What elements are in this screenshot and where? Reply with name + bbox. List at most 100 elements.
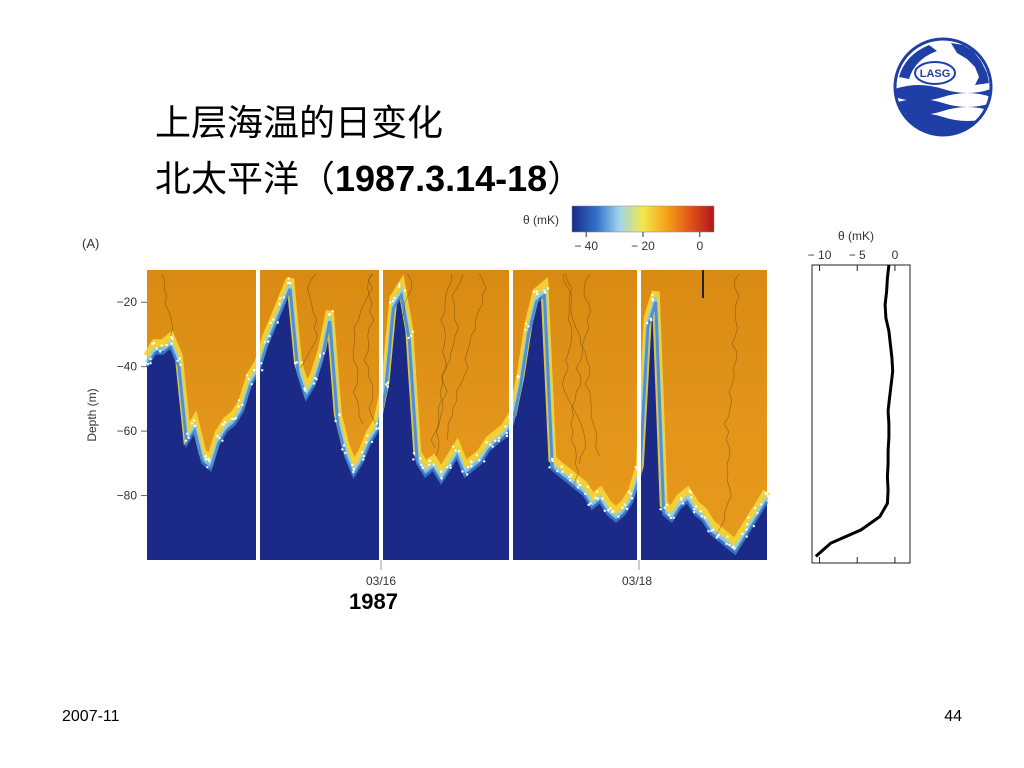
observation-point: [693, 508, 696, 511]
observation-point: [393, 296, 396, 300]
observation-point: [699, 510, 702, 513]
observation-point: [370, 440, 374, 444]
observation-point: [449, 466, 452, 469]
y-tick-label: −20: [117, 295, 138, 309]
observation-point: [544, 291, 547, 294]
observation-point: [386, 381, 389, 384]
observation-point: [712, 528, 715, 531]
page-number: 44: [944, 708, 962, 725]
observation-point: [569, 479, 572, 482]
observation-point: [594, 496, 597, 500]
observation-point: [659, 508, 662, 511]
observation-point: [457, 450, 461, 453]
y-axis-label: Depth (m): [85, 388, 99, 441]
observation-point: [548, 466, 551, 469]
observation-point: [536, 292, 539, 296]
observation-point: [645, 321, 649, 325]
observation-point: [478, 459, 481, 462]
observation-point: [176, 359, 179, 362]
observation-point: [282, 296, 285, 299]
footer-date: 2007-11: [62, 708, 120, 725]
observation-point: [681, 502, 685, 505]
observation-point: [576, 486, 580, 489]
observation-point: [271, 318, 275, 321]
observation-point: [234, 416, 237, 420]
observation-point: [651, 297, 654, 301]
observation-point: [303, 387, 306, 390]
observation-point: [546, 287, 550, 290]
observation-point: [366, 434, 369, 437]
observation-point: [331, 310, 334, 313]
observation-point: [607, 509, 610, 512]
observation-point: [498, 437, 501, 440]
observation-point: [596, 497, 599, 500]
observation-point: [206, 466, 209, 469]
observation-point: [334, 419, 337, 423]
observation-point: [725, 542, 728, 546]
observation-point: [470, 465, 473, 468]
observation-point: [516, 376, 520, 379]
observation-point: [149, 357, 152, 361]
observation-point: [192, 419, 195, 422]
observation-point: [204, 455, 207, 458]
observation-point: [223, 420, 227, 424]
observation-point: [428, 459, 432, 463]
observation-point: [493, 439, 497, 442]
observation-point: [669, 516, 673, 520]
observation-point: [485, 441, 488, 444]
observation-point: [360, 450, 364, 454]
observation-point: [419, 457, 422, 460]
observation-point: [623, 503, 627, 506]
observation-point: [404, 289, 407, 292]
contour-line: [561, 273, 586, 465]
observation-point: [465, 473, 469, 476]
title-line-1: 上层海温的日变化: [155, 102, 444, 143]
observation-point: [560, 465, 563, 468]
observation-point: [449, 464, 452, 467]
observation-point: [385, 383, 388, 386]
observation-point: [184, 439, 188, 442]
observation-point: [253, 368, 256, 372]
x-tick-label: 03/16: [366, 574, 396, 588]
contour-line: [715, 273, 740, 537]
observation-point: [289, 282, 292, 285]
observation-point: [651, 293, 654, 297]
observation-point: [627, 490, 631, 493]
observation-point: [551, 459, 554, 462]
observation-point: [489, 443, 492, 446]
observation-point: [596, 490, 599, 493]
observation-point: [222, 423, 225, 426]
observation-point: [204, 458, 208, 461]
observation-point: [505, 434, 509, 438]
observation-point: [630, 497, 634, 500]
observation-point: [278, 297, 282, 300]
colorbar-label: θ (mK): [523, 213, 559, 227]
observation-point: [267, 340, 270, 343]
observation-point: [601, 497, 604, 500]
observation-point: [312, 382, 316, 385]
observation-point: [504, 425, 507, 428]
observation-point: [269, 321, 272, 325]
y-tick-label: −60: [117, 424, 138, 438]
observation-point: [187, 436, 190, 439]
observation-point: [568, 475, 571, 479]
observation-point: [250, 383, 253, 386]
observation-point: [556, 469, 559, 473]
observation-point: [362, 455, 366, 458]
observation-point: [221, 439, 224, 442]
observation-point: [268, 334, 271, 338]
observation-point: [151, 342, 154, 345]
observation-point: [741, 532, 744, 536]
observation-point: [412, 458, 415, 461]
x-axis: 03/16 03/18: [366, 560, 652, 588]
contour-line: [352, 273, 373, 425]
observation-point: [589, 502, 592, 505]
observation-point: [338, 413, 341, 416]
observation-point: [247, 377, 250, 381]
observation-point: [726, 535, 729, 538]
observation-point: [587, 503, 590, 507]
observation-point: [586, 485, 590, 488]
contour-line: [363, 273, 377, 425]
observation-point: [524, 328, 527, 332]
observation-point: [584, 492, 587, 496]
